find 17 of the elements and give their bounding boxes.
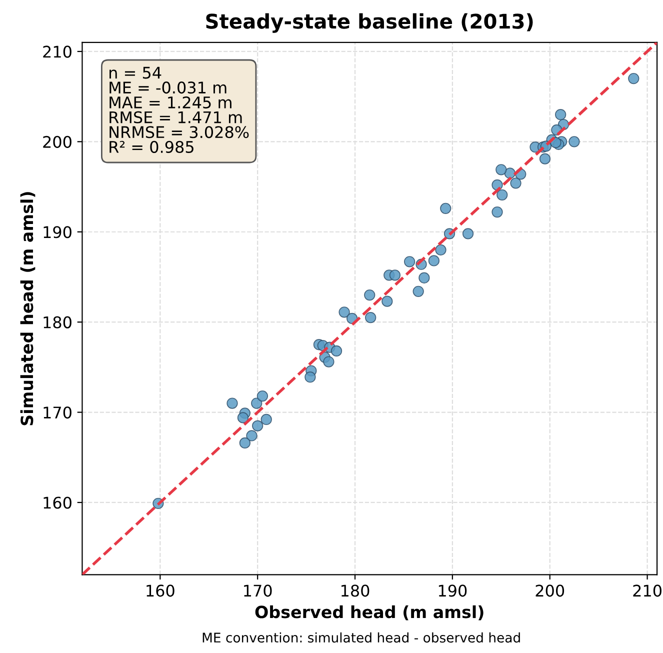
y-tick-label: 190 xyxy=(44,226,72,238)
y-axis-title: Simulated head (m amsl) xyxy=(20,192,36,426)
chart-title: Steady-state baseline (2013) xyxy=(206,13,533,33)
x-tick-label: 190 xyxy=(438,584,467,597)
x-tick-label: 160 xyxy=(146,584,174,597)
y-tick-label: 210 xyxy=(43,46,72,58)
x-tick-label: 200 xyxy=(536,584,564,597)
y-tick-label: 160 xyxy=(44,496,72,509)
y-tick-label: 170 xyxy=(44,406,72,419)
x-axis-title: Observed head (m amsl) xyxy=(255,605,484,620)
text: ME convention: simulated head - observed head xyxy=(202,632,520,643)
x-tick-label: 170 xyxy=(244,584,272,597)
annotation: n = 54 ME = -0.031 m MAE = 1.245 m RMSE = 1.471 m NRMSE = 3.028% R² = 0.985 xyxy=(110,66,249,154)
x-tick-label: 210 xyxy=(633,584,662,597)
y-tick-label: 180 xyxy=(44,316,72,328)
y-tick-label: 200 xyxy=(43,136,72,148)
x-tick-label: 180 xyxy=(342,584,370,597)
